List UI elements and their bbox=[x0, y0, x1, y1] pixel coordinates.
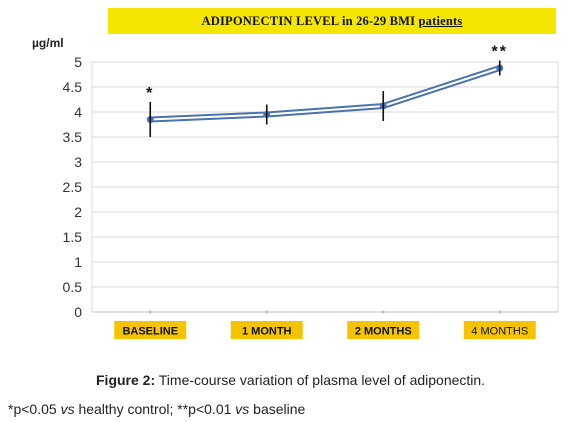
footnote-part-1: *p<0.05 bbox=[8, 401, 61, 417]
line-chart: 0 0.5 1 1.5 2 2.5 3 3.5 4 4.5 5 BASELINE 1 MONTH 2 MO… bbox=[63, 44, 559, 339]
chart-title-main: ADIPONECTIN LEVEL in 26-29 BMI bbox=[201, 13, 419, 28]
y-tick-label: 2 bbox=[74, 204, 82, 220]
y-tick-label: 0 bbox=[74, 304, 82, 320]
category-label: 4 MONTHS bbox=[471, 326, 528, 338]
x-axis-tick-dot bbox=[381, 310, 385, 314]
category-label: 2 MONTHS bbox=[355, 326, 412, 338]
category-label: 1 MONTH bbox=[242, 326, 292, 338]
x-axis-tick-dot bbox=[498, 310, 502, 314]
y-tick-label: 1.5 bbox=[63, 229, 83, 245]
significance-marker: ** bbox=[492, 44, 508, 61]
series-line-inner bbox=[149, 67, 501, 121]
y-tick-label: 3.5 bbox=[63, 129, 83, 145]
category-label: BASELINE bbox=[122, 326, 178, 338]
footnote-italic-2: vs bbox=[235, 401, 250, 417]
category-label-box bbox=[347, 321, 420, 339]
figure-caption: Figure 2: Time-course variation of plasm… bbox=[96, 372, 485, 388]
x-axis-tick-dot bbox=[265, 310, 269, 314]
category-label-box bbox=[114, 321, 187, 339]
y-tick-label: 4 bbox=[74, 104, 82, 120]
chart-title-banner: ADIPONECTIN LEVEL in 26-29 BMI patients bbox=[108, 8, 556, 34]
figure-caption-label: Figure 2: bbox=[96, 372, 156, 388]
figure-caption-text: Time-course variation of plasma level of… bbox=[155, 372, 486, 388]
footnote-italic-1: vs bbox=[60, 401, 75, 417]
chart-title-underlined: patients bbox=[418, 13, 463, 28]
figure-footnote: *p<0.05 vs healthy control; **p<0.01 vs … bbox=[8, 401, 305, 417]
chart-title: ADIPONECTIN LEVEL in 26-29 BMI patients bbox=[202, 14, 463, 29]
x-axis-tick-dot bbox=[148, 310, 152, 314]
footnote-part-3: baseline bbox=[249, 401, 306, 417]
y-tick-label: 4.5 bbox=[63, 79, 83, 95]
y-axis-unit-label: µg/ml bbox=[32, 36, 64, 50]
y-tick-label: 5 bbox=[74, 54, 82, 70]
significance-marker: * bbox=[146, 85, 154, 102]
y-tick-label: 2.5 bbox=[63, 179, 83, 195]
footnote-part-2: healthy control; **p<0.01 bbox=[74, 401, 236, 417]
y-tick-label: 1 bbox=[74, 254, 82, 270]
y-tick-label: 0.5 bbox=[63, 279, 83, 295]
category-label-box bbox=[463, 321, 536, 339]
y-tick-label: 3 bbox=[74, 154, 82, 170]
category-label-box bbox=[230, 321, 303, 339]
